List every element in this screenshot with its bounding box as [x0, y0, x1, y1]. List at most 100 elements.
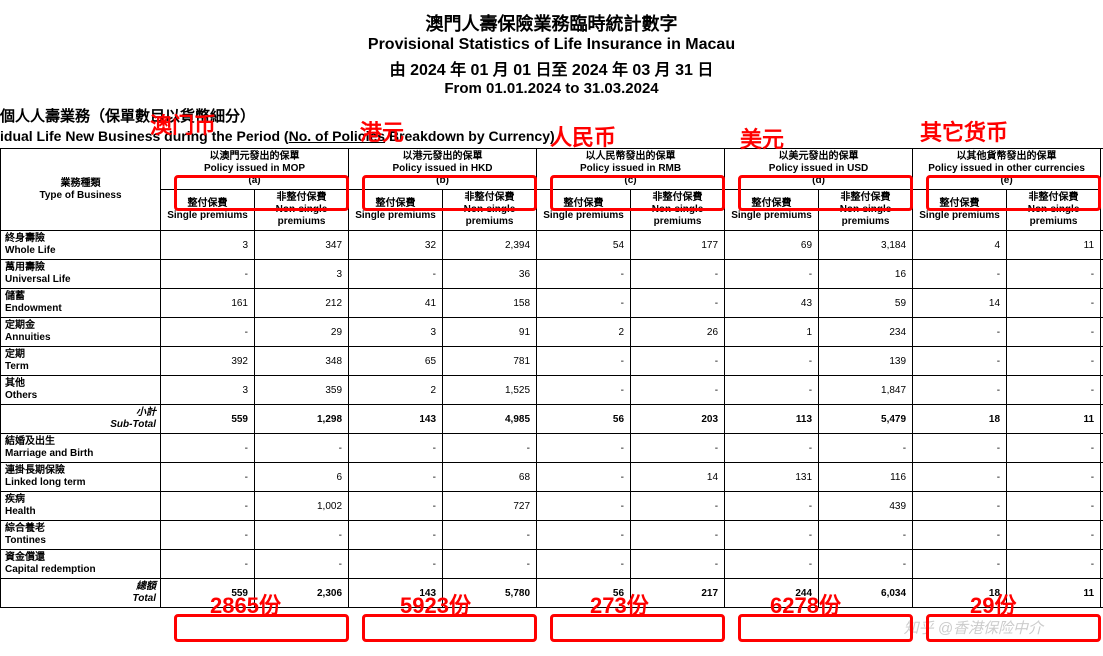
cell: 1,298: [255, 405, 349, 434]
cell: -: [725, 550, 819, 579]
cell: -: [255, 521, 349, 550]
table-row: 疾病Health-1,002-727---439--: [1, 492, 1103, 521]
row-label: 綜合養老Tontines: [1, 521, 161, 550]
cell: 14: [913, 289, 1007, 318]
cell: 143: [349, 405, 443, 434]
cell: -: [631, 521, 725, 550]
annotation: 人民币: [550, 120, 616, 152]
cell: 161: [161, 289, 255, 318]
cell: -: [1007, 376, 1101, 405]
table-row: 連掛長期保險Linked long term-6-68-14131116--: [1, 463, 1103, 492]
cell: 91: [443, 318, 537, 347]
row-label: 小計Sub-Total: [1, 405, 161, 434]
cell: -: [537, 521, 631, 550]
cell: -: [819, 434, 913, 463]
table-row: 其他Others335921,525---1,847--: [1, 376, 1103, 405]
cell: -: [1007, 260, 1101, 289]
row-label: 總額Total: [1, 579, 161, 608]
annotation: 29份: [970, 588, 1016, 620]
cell: -: [349, 492, 443, 521]
row-label: 連掛長期保險Linked long term: [1, 463, 161, 492]
row-label: 萬用壽險Universal Life: [1, 260, 161, 289]
cell: -: [349, 260, 443, 289]
cell: 113: [725, 405, 819, 434]
cell: -: [725, 260, 819, 289]
title-cn: 澳門人壽保險業務臨時統計數字: [0, 10, 1103, 36]
row-label: 其他Others: [1, 376, 161, 405]
cell: -: [725, 434, 819, 463]
cell: 234: [819, 318, 913, 347]
cell: -: [725, 492, 819, 521]
cell: -: [1007, 289, 1101, 318]
cell: 1,002: [255, 492, 349, 521]
cell: -: [913, 492, 1007, 521]
cell: 11: [1007, 579, 1101, 608]
cell: -: [443, 550, 537, 579]
cell: 1,525: [443, 376, 537, 405]
period-cn: 由 2024 年 01 月 01 日至 2024 年 03 月 31 日: [0, 56, 1103, 80]
cell: 56: [537, 405, 631, 434]
row-label: 終身壽險Whole Life: [1, 231, 161, 260]
cell: 177: [631, 231, 725, 260]
cell: -: [537, 289, 631, 318]
cell: -: [913, 318, 1007, 347]
cell: -: [349, 463, 443, 492]
table-row: 總額Total5592,3061435,780562172446,0341811: [1, 579, 1103, 608]
cell: -: [537, 376, 631, 405]
cell: -: [725, 521, 819, 550]
cell: 392: [161, 347, 255, 376]
cell: 4,985: [443, 405, 537, 434]
row-label: 資金償還Capital redemption: [1, 550, 161, 579]
row-label: 結婚及出生Marriage and Birth: [1, 434, 161, 463]
cell: -: [161, 550, 255, 579]
annotation: 澳门币: [150, 108, 216, 140]
cell: 2,394: [443, 231, 537, 260]
row-label: 疾病Health: [1, 492, 161, 521]
highlight-box: [550, 175, 725, 211]
annotation: 港元: [360, 115, 404, 147]
cell: -: [537, 492, 631, 521]
cell: 6: [255, 463, 349, 492]
cell: -: [631, 260, 725, 289]
table-row: 資金償還Capital redemption----------: [1, 550, 1103, 579]
highlight-box: [926, 175, 1101, 211]
cell: -: [537, 434, 631, 463]
cell: -: [537, 463, 631, 492]
annotation: 273份: [590, 588, 649, 620]
table-row: 結婚及出生Marriage and Birth----------: [1, 434, 1103, 463]
cell: 347: [255, 231, 349, 260]
cell: 5,479: [819, 405, 913, 434]
annotation: 美元: [740, 122, 784, 154]
cell: 26: [631, 318, 725, 347]
row-label: 定期Term: [1, 347, 161, 376]
table-row: 綜合養老Tontines----------: [1, 521, 1103, 550]
table-row: 萬用壽險Universal Life-3-36---16--: [1, 260, 1103, 289]
table-body: 終身壽險Whole Life3347322,39454177693,184411…: [1, 231, 1103, 608]
cell: 1,847: [819, 376, 913, 405]
cell: -: [349, 434, 443, 463]
cell: -: [913, 434, 1007, 463]
cell: -: [631, 492, 725, 521]
cell: -: [725, 347, 819, 376]
cell: -: [443, 521, 537, 550]
cell: 43: [725, 289, 819, 318]
cell: -: [161, 492, 255, 521]
cell: -: [913, 550, 1007, 579]
cell: 559: [161, 405, 255, 434]
cell: -: [1007, 521, 1101, 550]
cell: -: [1007, 463, 1101, 492]
cell: -: [537, 347, 631, 376]
cell: 116: [819, 463, 913, 492]
cell: 3: [161, 231, 255, 260]
cell: -: [725, 376, 819, 405]
cell: 18: [913, 405, 1007, 434]
cell: 131: [725, 463, 819, 492]
row-label: 儲蓄Endowment: [1, 289, 161, 318]
cell: 36: [443, 260, 537, 289]
cell: -: [161, 463, 255, 492]
cell: 4: [913, 231, 1007, 260]
cell: -: [1007, 492, 1101, 521]
cell: 32: [349, 231, 443, 260]
cell: -: [913, 260, 1007, 289]
cell: -: [349, 521, 443, 550]
